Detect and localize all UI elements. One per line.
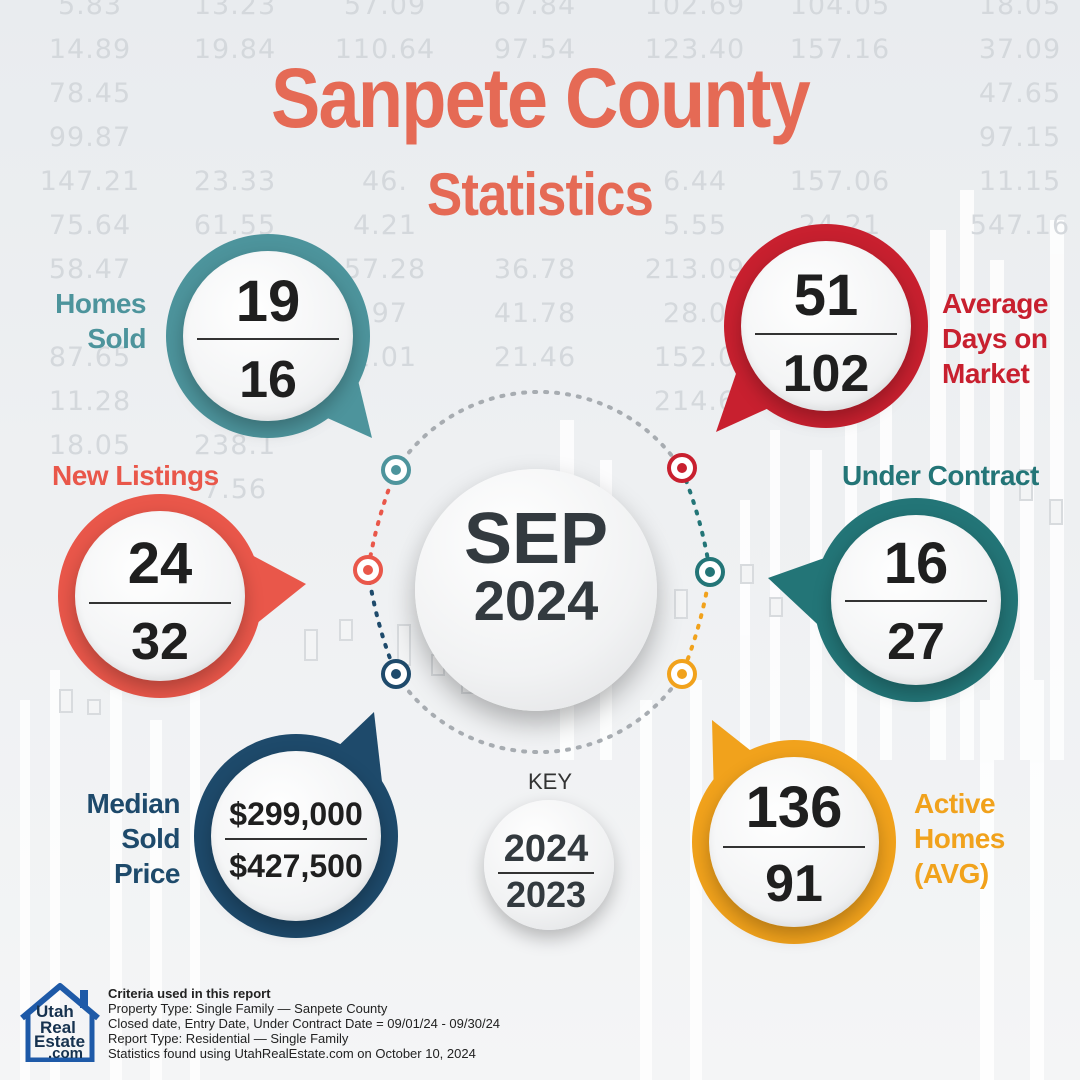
stat-new-listings: 24 32 — [56, 492, 316, 722]
divider — [89, 602, 231, 604]
avg-days-previous: 102 — [782, 345, 870, 403]
center-year: 2024 — [473, 569, 599, 632]
logo-line-3: Estate — [34, 1032, 86, 1051]
median-price-previous: $427,500 — [229, 848, 363, 884]
median-price-current: $299,000 — [229, 796, 363, 832]
node-avg-days — [667, 453, 697, 483]
avg-days-label: Average Days on Market — [942, 288, 1048, 389]
page-title: Sanpete County — [270, 51, 811, 145]
divider — [197, 338, 339, 340]
stat-homes-sold: 19 16 — [164, 232, 394, 462]
utah-real-estate-logo: Utah Real Estate .com — [18, 982, 102, 1063]
logo-line-4: .com — [48, 1045, 84, 1062]
under-contract-previous: 27 — [887, 613, 945, 671]
logo-line-2: Real — [40, 1018, 76, 1037]
stat-active-homes: 136 91 — [680, 718, 910, 958]
median-price-label: Median Sold Price — [86, 788, 181, 889]
stat-avg-days: 51 102 — [712, 222, 942, 452]
stat-median-price: $299,000 $427,500 — [192, 712, 422, 952]
under-contract-label: Under Contract — [842, 460, 1039, 491]
key-divider — [498, 872, 594, 874]
new-listings-label: New Listings — [52, 460, 219, 491]
homes-sold-label: Homes Sold — [55, 288, 146, 354]
divider — [723, 846, 865, 848]
key-label: KEY — [527, 769, 573, 794]
criteria-line: Property Type: Single Family — Sanpete C… — [108, 1001, 388, 1016]
node-under-contract — [695, 557, 725, 587]
house-icon — [20, 983, 100, 1063]
node-active-homes — [667, 659, 697, 689]
key-previous-year: 2023 — [505, 874, 587, 915]
key-current-year: 2024 — [503, 828, 589, 870]
criteria-heading: Criteria used in this report — [108, 986, 271, 1001]
active-homes-current: 136 — [745, 775, 843, 840]
avg-days-current: 51 — [793, 263, 859, 328]
page-subtitle: Statistics — [427, 161, 654, 228]
criteria-line: Closed date, Entry Date, Under Contract … — [108, 1016, 501, 1031]
divider — [755, 333, 897, 335]
new-listings-current: 24 — [127, 531, 193, 596]
key-circle — [484, 800, 614, 930]
node-new-listings — [353, 555, 383, 585]
active-homes-previous: 91 — [765, 855, 823, 913]
center-date-circle — [415, 469, 657, 711]
divider — [845, 600, 987, 602]
homes-sold-current: 19 — [235, 269, 301, 334]
criteria-line: Report Type: Residential — Single Family — [108, 1031, 349, 1046]
center-month: SEP — [463, 499, 609, 579]
node-median-price — [381, 659, 411, 689]
report-criteria: Criteria used in this report Property Ty… — [108, 986, 608, 1061]
active-homes-label: Active Homes (AVG) — [914, 788, 1005, 889]
logo-line-1: Utah — [36, 1002, 74, 1021]
homes-sold-previous: 16 — [239, 351, 297, 409]
node-homes-sold — [381, 455, 411, 485]
stat-under-contract: 16 27 — [764, 496, 1024, 726]
under-contract-current: 16 — [883, 531, 949, 596]
new-listings-previous: 32 — [131, 613, 189, 671]
criteria-line: Statistics found using UtahRealEstate.co… — [108, 1046, 476, 1061]
divider — [225, 838, 367, 840]
